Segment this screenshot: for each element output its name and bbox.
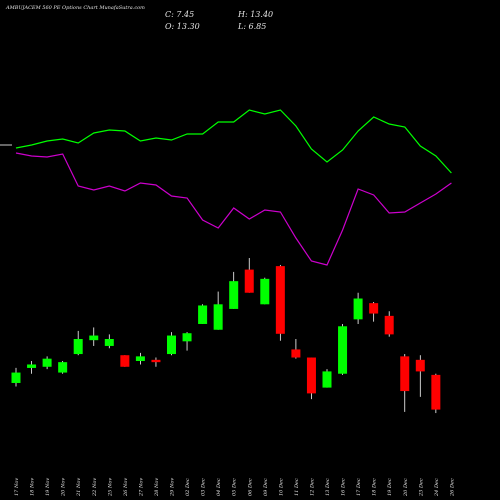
x-tick-label: 20 Nov — [61, 478, 67, 497]
low-value: L: 6.85 — [238, 22, 267, 31]
candle-body — [322, 371, 332, 388]
indicator-line-1 — [15, 109, 452, 174]
indicator-line-2 — [15, 152, 452, 266]
x-tick-label: 25 Nov — [107, 478, 113, 497]
x-tick-label: 17 Dec — [356, 478, 362, 496]
candle-body — [306, 357, 316, 394]
x-tick-label: 02 Dec — [185, 478, 191, 496]
candle-body — [415, 359, 425, 372]
candle-body — [89, 335, 99, 341]
x-tick-label: 16 Dec — [341, 478, 347, 496]
candle-body — [369, 303, 379, 314]
x-tick-label: 05 Dec — [232, 478, 238, 496]
candle-body — [229, 281, 239, 309]
candle-body — [58, 362, 68, 373]
x-tick-label: 19 Nov — [45, 478, 51, 496]
candle-body — [151, 359, 161, 363]
candle-body — [104, 339, 114, 346]
candle-body — [260, 278, 270, 305]
x-tick-label: 24 Dec — [434, 478, 440, 497]
x-tick-label: 10 Dec — [278, 478, 284, 496]
x-tick-label: 20 Dec — [403, 478, 409, 497]
candle-body — [431, 374, 441, 410]
x-tick-label: 18 Dec — [372, 478, 378, 496]
x-tick-label: 12 Dec — [309, 478, 315, 496]
candle-body — [353, 298, 363, 320]
x-tick-label: 26 Dec — [449, 478, 455, 497]
x-tick-label: 23 Dec — [418, 478, 424, 497]
candle-body — [11, 372, 21, 383]
x-tick-label: 27 Nov — [138, 478, 144, 497]
high-value: H: 13.40 — [238, 10, 274, 19]
candle-body — [400, 356, 410, 392]
candle-body — [42, 358, 52, 367]
candle-body — [135, 356, 145, 361]
x-tick-label: 03 Dec — [201, 478, 207, 496]
x-tick-label: 13 Dec — [325, 478, 331, 496]
x-tick-label: 06 Dec — [247, 478, 253, 496]
close-value: C: 7.45 — [165, 10, 195, 19]
open-value: O: 13.30 — [165, 22, 200, 31]
candle-body — [73, 339, 83, 355]
x-tick-label: 26 Nov — [123, 478, 129, 497]
candle-body — [244, 269, 254, 293]
x-tick-label: 19 Dec — [387, 478, 393, 496]
x-tick-label: 21 Nov — [76, 478, 82, 497]
candle-body — [167, 335, 176, 355]
x-tick-label: 04 Dec — [216, 478, 222, 496]
candle-body — [275, 266, 285, 334]
x-tick-label: 09 Dec — [263, 478, 269, 496]
candle-body — [338, 326, 348, 374]
x-tick-label: 18 Nov — [30, 478, 36, 496]
x-tick-label: 22 Nov — [92, 478, 98, 497]
candle-body — [27, 364, 37, 368]
x-tick-label: 17 Nov — [14, 478, 20, 496]
candle-body — [120, 355, 130, 367]
candle-body — [198, 305, 208, 324]
candle-body — [182, 333, 192, 342]
candle-body — [384, 315, 394, 335]
x-tick-label: 29 Nov — [170, 478, 176, 497]
candle-body — [291, 349, 301, 358]
x-tick-label: 28 Nov — [154, 478, 160, 497]
chart-title: AMBUJACEM 560 PE Options Chart MunafaSut… — [6, 5, 145, 11]
candle-body — [213, 304, 223, 330]
x-tick-label: 11 Dec — [294, 478, 300, 496]
